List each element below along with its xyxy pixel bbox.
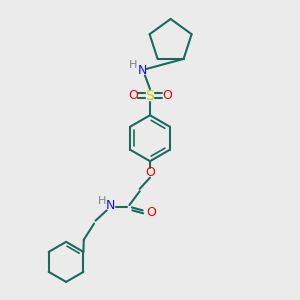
Text: O: O: [162, 89, 172, 102]
Text: H: H: [129, 60, 137, 70]
Text: N: N: [138, 64, 147, 77]
Text: H: H: [98, 196, 106, 206]
Text: O: O: [128, 89, 138, 102]
Text: O: O: [145, 167, 155, 179]
Text: S: S: [146, 88, 154, 103]
Text: O: O: [146, 206, 156, 219]
Text: N: N: [106, 200, 115, 212]
